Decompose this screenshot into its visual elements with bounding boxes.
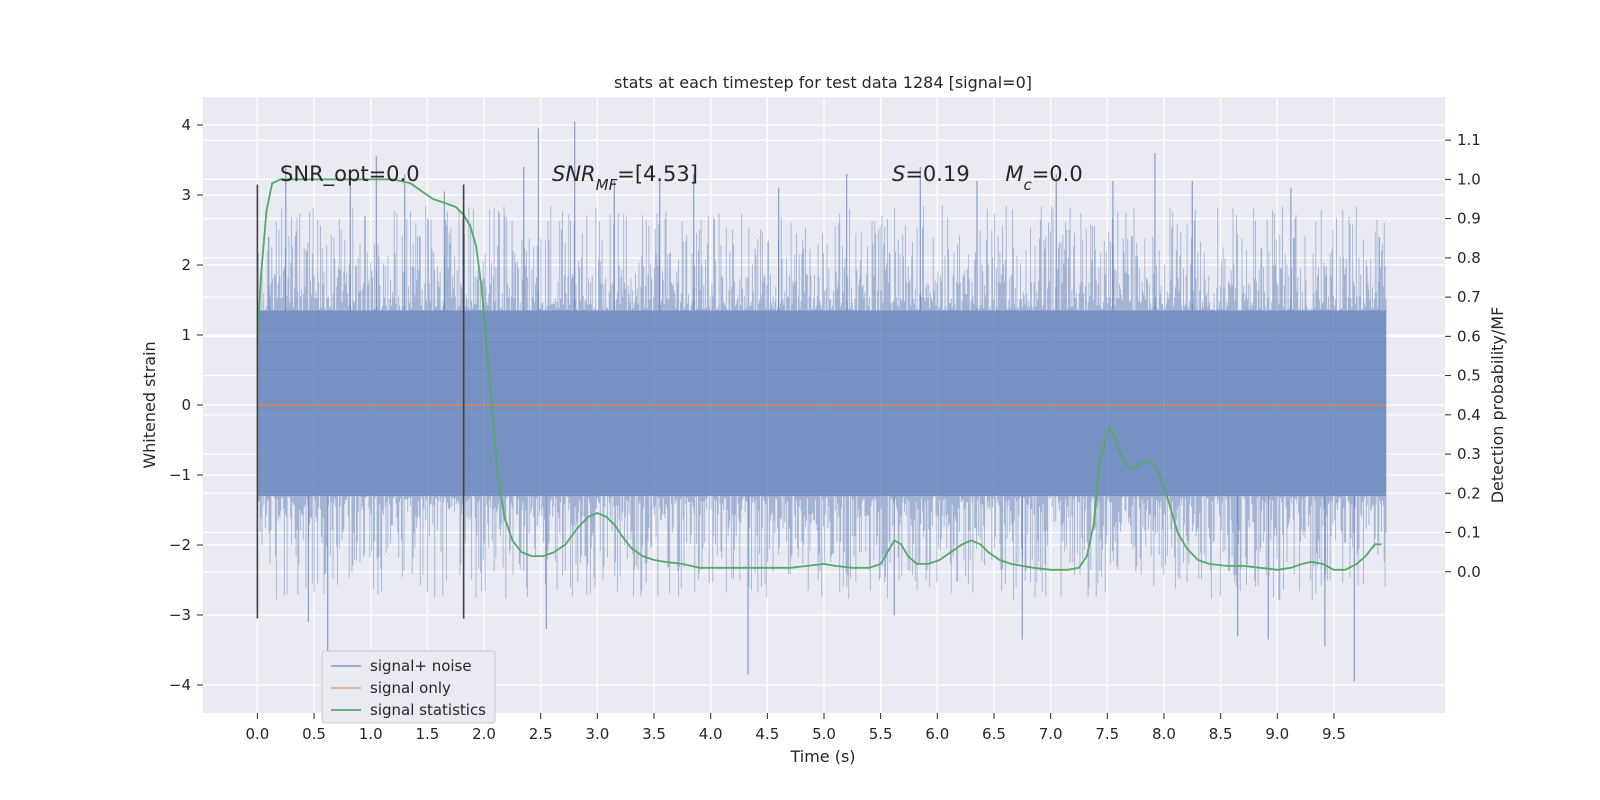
right-tick-label: 0.3	[1457, 445, 1481, 463]
x-tick-label: 5.5	[869, 725, 893, 743]
x-tick-label: 8.0	[1152, 725, 1176, 743]
legend-label: signal only	[370, 679, 451, 697]
x-tick-label: 6.0	[925, 725, 949, 743]
x-tick-label: 2.5	[529, 725, 553, 743]
annotation-mc: Mc=0.0	[1005, 162, 1082, 194]
vertical-markers	[256, 184, 465, 619]
x-tick-label: 0.0	[245, 725, 269, 743]
x-tick-label: 3.5	[642, 725, 666, 743]
y-tick-label: −1	[169, 466, 191, 484]
legend-box	[321, 650, 496, 724]
annotation-snr-opt: SNR_opt=0.0	[280, 162, 420, 187]
right-tick-label: 0.6	[1457, 327, 1481, 345]
legend: signal+ noise signal only signal statistic…	[321, 650, 496, 724]
annotation-part: =0.0	[1032, 162, 1083, 186]
signal-statistics-line	[256, 178, 1382, 571]
x-tick-label: 0.5	[302, 725, 326, 743]
right-tick-label: 1.1	[1457, 131, 1481, 149]
y-axis-ticks: 4 3 2 1 0 −1 −2 −3 −4	[169, 116, 203, 694]
noise-dense-band	[257, 310, 1387, 496]
right-tick-label: 0.0	[1457, 563, 1481, 581]
x-tick-label: 8.5	[1209, 725, 1233, 743]
right-tick-label: 0.5	[1457, 367, 1481, 385]
legend-label: signal statistics	[370, 701, 486, 719]
right-tick-label: 0.4	[1457, 406, 1481, 424]
x-tick-label: 1.0	[359, 725, 383, 743]
annotation-part: S	[892, 162, 905, 186]
y-tick-label: −3	[169, 606, 191, 624]
y-tick-label: 4	[181, 116, 191, 134]
x-tick-label: 2.0	[472, 725, 496, 743]
right-tick-label: 0.8	[1457, 249, 1481, 267]
x-axis-title: Time (s)	[789, 747, 855, 766]
annotation-s-stat: S=0.19	[892, 162, 970, 186]
x-tick-label: 4.5	[755, 725, 779, 743]
x-tick-label: 6.5	[982, 725, 1006, 743]
y-tick-label: 2	[181, 256, 191, 274]
legend-label: signal+ noise	[370, 657, 472, 675]
annotation-snr-mf: SNRMF=[4.53]	[552, 162, 698, 194]
line-series	[256, 178, 1387, 571]
right-tick-label: 0.2	[1457, 484, 1481, 502]
x-tick-label: 4.0	[699, 725, 723, 743]
x-tick-label: 7.0	[1039, 725, 1063, 743]
annotation-part: c	[1023, 176, 1032, 194]
chart-title: stats at each timestep for test data 128…	[614, 73, 1032, 92]
x-tick-label: 9.5	[1322, 725, 1346, 743]
y-tick-label: 1	[181, 326, 191, 344]
x-tick-label: 3.0	[585, 725, 609, 743]
x-axis-ticks: 0.0 0.5 1.0 1.5 2.0 2.5 3.0 3.5 4.0 4.5 5.0 5.5 6.0 6…	[245, 713, 1346, 743]
right-axis-title: Detection probability/MF	[1488, 307, 1507, 504]
x-tick-label: 7.5	[1095, 725, 1119, 743]
y-tick-label: −4	[169, 676, 191, 694]
annotation-part: MF	[596, 176, 618, 194]
right-tick-label: 0.7	[1457, 288, 1481, 306]
right-tick-label: 0.1	[1457, 524, 1481, 542]
right-tick-label: 0.9	[1457, 210, 1481, 228]
signal-noise-series	[256, 121, 1387, 682]
x-tick-label: 1.5	[415, 725, 439, 743]
annotation-part: SNR	[552, 162, 596, 186]
y-tick-label: 0	[181, 396, 191, 414]
x-tick-label: 9.0	[1265, 725, 1289, 743]
annotations: SNR_opt=0.0 SNRMF=[4.53] S=0.19 Mc=0.0	[280, 162, 1083, 194]
annotation-part: M	[1005, 162, 1023, 186]
y-tick-label: 3	[181, 186, 191, 204]
y-axis-title: Whitened strain	[140, 341, 159, 468]
annotation-part: =0.19	[905, 162, 969, 186]
x-tick-label: 5.0	[812, 725, 836, 743]
right-axis-ticks: 1.1 1.0 0.9 0.8 0.7 0.6 0.5 0.4 0.3 0.2 0.1 0.0	[1445, 131, 1481, 581]
annotation-part: =[4.53]	[617, 162, 698, 186]
y-tick-label: −2	[169, 536, 191, 554]
right-tick-label: 1.0	[1457, 170, 1481, 188]
